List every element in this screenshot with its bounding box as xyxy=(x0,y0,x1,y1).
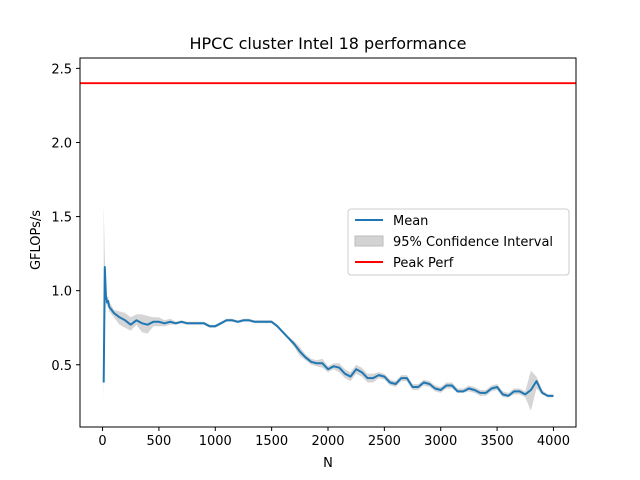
legend-peak-label: Peak Perf xyxy=(393,256,454,271)
y-tick-label: 2.0 xyxy=(51,136,72,151)
legend-frame xyxy=(347,208,570,276)
x-tick-label: 1500 xyxy=(255,434,288,449)
legend: Mean 95% Confidence Interval Peak Perf xyxy=(347,208,570,276)
y-tick-label: 0.5 xyxy=(51,359,72,374)
x-tick-label: 3000 xyxy=(424,434,457,449)
x-tick-label: 4000 xyxy=(537,434,570,449)
x-tick-label: 0 xyxy=(98,434,106,449)
x-tick-label: 3500 xyxy=(481,434,514,449)
legend-ci-label: 95% Confidence Interval xyxy=(393,235,553,250)
x-tick-label: 500 xyxy=(146,434,171,449)
plot-area xyxy=(80,82,576,411)
chart-title: HPCC cluster Intel 18 performance xyxy=(189,34,466,53)
y-axis-label: GFLOPs/s xyxy=(29,210,44,270)
legend-mean-label: Mean xyxy=(393,214,428,229)
x-axis-label: N xyxy=(323,456,333,471)
mean-series-line xyxy=(102,266,554,397)
y-tick-label: 1.0 xyxy=(51,285,72,300)
x-tick-label: 1000 xyxy=(199,434,232,449)
x-tick-label: 2500 xyxy=(368,434,401,449)
y-tick-label: 1.5 xyxy=(51,211,72,226)
y-tick-label: 2.5 xyxy=(51,62,72,77)
x-tick-label: 2000 xyxy=(311,434,344,449)
axes: 0 500 1000 1500 2000 2500 3000 3500 4000 0.5 1.0 1.… xyxy=(51,57,577,449)
legend-ci-swatch xyxy=(354,235,384,247)
